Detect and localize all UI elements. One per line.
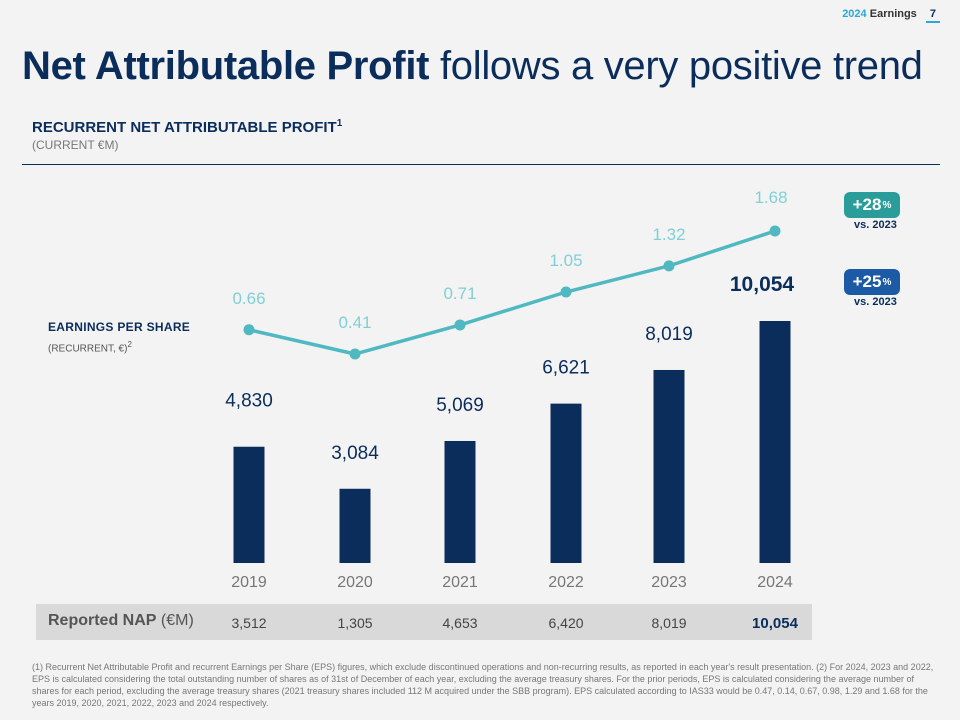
reported-nap-label: Reported NAP (€M) (48, 612, 194, 630)
header-year: 2024 (842, 8, 867, 20)
eps-point (769, 225, 781, 237)
bar-nap (653, 369, 685, 563)
x-tick-label: 2023 (651, 574, 687, 591)
chart-unit: (CURRENT €M) (32, 138, 119, 152)
eps-point (349, 348, 361, 360)
x-tick-label: 2022 (548, 574, 584, 591)
reported-nap-row: Reported NAP (€M) 3,512 1,305 4,653 6,42… (36, 604, 812, 640)
bar-label: 6,621 (542, 358, 590, 379)
bar-label: 4,830 (225, 391, 273, 412)
reported-nap-value: 10,054 (752, 615, 798, 632)
footnote: (1) Recurrent Net Attributable Profit an… (32, 662, 934, 708)
x-tick-label: 2019 (231, 574, 267, 591)
nap-growth-badge: +25% (844, 269, 900, 295)
eps-label-value: 0.66 (232, 289, 265, 308)
eps-line (248, 229, 776, 356)
bar-label: 8,019 (645, 324, 693, 345)
footnote-ref-2: 2 (127, 340, 132, 349)
title-regular: follows a very positive trend (429, 44, 923, 88)
page-number: 7 (925, 8, 940, 23)
chart-subtitle-text: RECURRENT NET ATTRIBUTABLE PROFIT (32, 119, 337, 136)
eps-label: EARNINGS PER SHARE (48, 320, 191, 334)
footnote-ref-1: 1 (336, 118, 343, 129)
eps-growth-pct: % (882, 199, 892, 211)
eps-point (243, 324, 255, 336)
bar-label: 10,054 (730, 273, 795, 296)
bar-nap (339, 488, 371, 563)
eps-growth-badge: +28% (844, 192, 900, 218)
eps-point (663, 260, 675, 272)
eps-unit-text: (RECURRENT, €) (48, 343, 128, 355)
bar-nap (759, 321, 791, 563)
bar-nap (444, 440, 476, 563)
nap-growth-pct: % (882, 276, 892, 288)
reported-nap-value: 6,420 (548, 615, 584, 631)
x-tick-label: 2020 (337, 574, 373, 591)
reported-nap-value: 3,512 (231, 615, 267, 631)
eps-label-value: 1.32 (652, 225, 685, 244)
reported-nap-value: 4,653 (442, 615, 478, 631)
eps-label-value: 1.68 (754, 188, 787, 207)
chart-area: 4,830 3,084 5,069 6,621 8,019 10,054 2019 2020 2… (225, 188, 795, 591)
eps-growth-value: +28 (852, 195, 882, 214)
reported-nap-label-bold: Reported NAP (48, 612, 157, 629)
eps-growth-sub: vs. 2023 (854, 219, 897, 231)
reported-nap-value: 1,305 (337, 615, 373, 631)
nap-growth-value: +25 (852, 272, 882, 291)
reported-nap-label-unit: (€M) (156, 612, 194, 629)
reported-nap-value: 8,019 (651, 615, 687, 631)
chart-subtitle: RECURRENT NET ATTRIBUTABLE PROFIT1 (32, 118, 342, 136)
page-title: Net Attributable Profit follows a very p… (22, 44, 923, 89)
header-tag: 2024 Earnings 7 (842, 8, 940, 23)
divider (22, 164, 940, 165)
title-bold: Net Attributable Profit (22, 44, 430, 88)
eps-unit: (RECURRENT, €)2 (48, 340, 132, 354)
bar-nap (233, 446, 265, 563)
eps-point (560, 286, 572, 298)
header-label: Earnings (869, 8, 917, 20)
bar-label: 3,084 (331, 443, 379, 464)
eps-label-value: 0.71 (443, 284, 476, 303)
bar-nap (550, 403, 582, 563)
eps-point (454, 319, 466, 331)
eps-label-value: 0.41 (338, 313, 371, 332)
x-tick-label: 2021 (442, 574, 478, 591)
bar-label: 5,069 (436, 395, 484, 416)
eps-label-value: 1.05 (549, 251, 582, 270)
nap-growth-sub: vs. 2023 (854, 296, 897, 308)
x-tick-label: 2024 (757, 574, 793, 591)
